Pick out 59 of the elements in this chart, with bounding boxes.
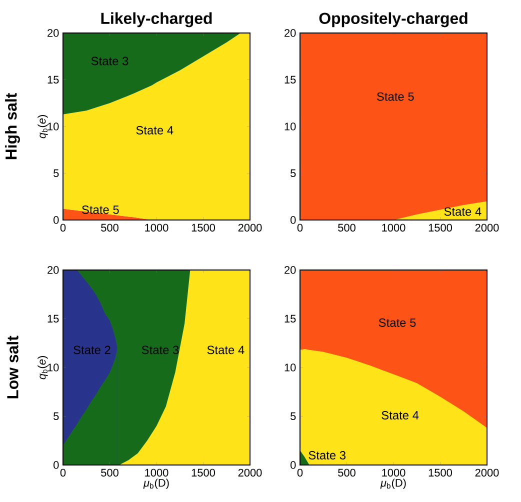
y-tick-label: 15 — [284, 76, 296, 84]
annotation: State 5 — [378, 318, 416, 327]
y-tick-label: 15 — [284, 314, 296, 323]
x-tick-label: 1500 — [192, 224, 215, 232]
y-tick-label: 5 — [290, 169, 296, 178]
annotation: State 5 — [376, 92, 414, 101]
y-tick-label: 0 — [54, 216, 59, 224]
annotation: State 3 — [142, 346, 179, 354]
y-axis-title: q$_{b}$(e) — [38, 115, 48, 138]
annotation: State 2 — [74, 346, 110, 354]
x-tick-label: 2000 — [238, 468, 262, 477]
x-axis-title: μ$_{b}$(D) — [143, 478, 169, 489]
text: Low salt — [6, 336, 18, 398]
y-tick-label: 0 — [54, 461, 59, 469]
annotation: State 4 — [444, 207, 482, 216]
annotation: State 4 — [207, 346, 244, 354]
chart-title: Oppositely-charged — [319, 12, 468, 28]
y-tick-label: 20 — [48, 29, 59, 37]
x-tick-label: 500 — [338, 468, 356, 477]
y-tick-label: 5 — [54, 169, 59, 178]
y-tick-label: 20 — [48, 266, 59, 274]
annotation: State 3 — [91, 56, 128, 66]
x-tick-label: 1500 — [192, 468, 215, 477]
x-tick-label: 1000 — [382, 468, 406, 477]
x-tick-label: 0 — [297, 224, 303, 232]
y-tick-label: 20 — [284, 266, 296, 274]
annotation: State 3 — [308, 451, 346, 460]
annotation: State 5 — [82, 205, 119, 214]
y-tick-label: 5 — [290, 412, 296, 420]
x-tick-label: 500 — [338, 224, 356, 232]
y-tick-label: 10 — [48, 364, 59, 372]
y-tick-label: 15 — [48, 314, 59, 323]
x-tick-label: 1000 — [382, 224, 406, 232]
text: High salt — [5, 93, 20, 160]
x-tick-label: 0 — [60, 224, 66, 232]
y-tick-label: 0 — [290, 216, 296, 224]
y-tick-label: 20 — [284, 29, 296, 37]
y-tick-label: 10 — [284, 122, 296, 130]
x-tick-label: 2000 — [238, 224, 262, 232]
x-tick-label: 0 — [297, 468, 303, 477]
x-tick-label: 1000 — [145, 468, 168, 477]
annotation: State 4 — [382, 411, 419, 420]
x-tick-label: 0 — [60, 468, 66, 477]
x-tick-label: 1000 — [145, 224, 168, 232]
y-tick-label: 10 — [48, 122, 59, 130]
annotation: State 4 — [136, 126, 174, 134]
y-tick-label: 0 — [290, 461, 296, 469]
y-tick-label: 10 — [284, 364, 296, 372]
x-tick-label: 2000 — [475, 468, 499, 477]
x-tick-label: 500 — [101, 468, 118, 477]
x-tick-label: 1500 — [428, 224, 452, 232]
y-tick-label: 5 — [54, 412, 59, 420]
chart-title: Likely-charged — [101, 12, 212, 28]
x-tick-label: 1500 — [428, 468, 452, 477]
x-tick-label: 2000 — [475, 224, 499, 232]
x-tick-label: 500 — [101, 224, 118, 232]
y-tick-label: 15 — [48, 76, 59, 84]
x-axis-title: μ$_{b}$(D) — [380, 478, 406, 489]
y-axis-title: q$_{b}$(e) — [38, 356, 48, 380]
